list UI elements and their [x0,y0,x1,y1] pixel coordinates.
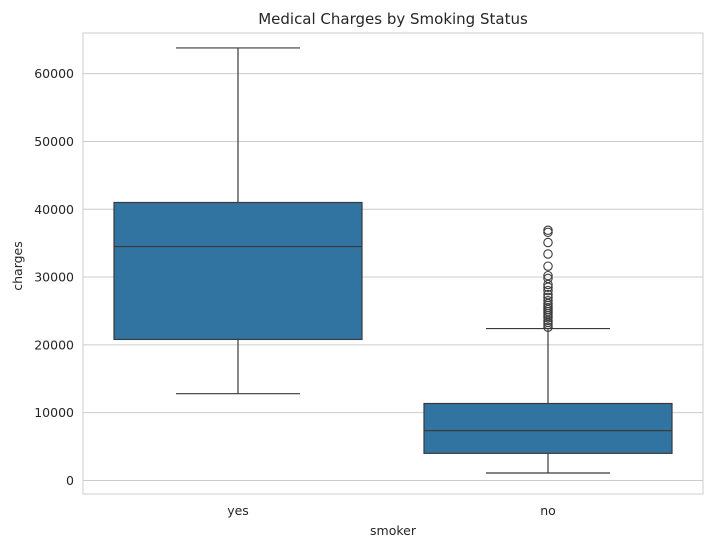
outlier-point [543,225,553,236]
y-tick-label: 50000 [34,134,74,149]
boxes-layer [113,47,673,474]
iqr-box [423,402,673,454]
outlier-point [543,237,553,248]
outlier-point [543,261,553,271]
iqr-box [113,201,363,341]
x-axis-ticks: yes no [227,503,556,518]
outlier-point [543,270,553,281]
plot-area-frame [82,32,704,495]
box-group-no [423,225,673,474]
outlier-point [543,227,553,238]
x-axis-label: smoker [370,523,417,538]
outlier-point [543,296,553,306]
outlier-point [543,249,553,259]
x-tick-label: yes [227,503,249,518]
outlier-point [543,285,553,296]
outlier-point [543,322,553,332]
outlier-point [543,289,553,300]
y-tick-label: 10000 [34,405,74,420]
y-axis-ticks: 0 10000 20000 30000 40000 50000 60000 [34,66,74,488]
box-group-yes [113,47,363,395]
y-tick-label: 60000 [34,66,74,81]
y-tick-label: 20000 [34,337,74,352]
outlier-point [543,292,553,303]
x-tick-label: no [540,503,556,518]
y-tick-label: 30000 [34,270,74,285]
chart-title: Medical Charges by Smoking Status [258,10,528,28]
y-tick-label: 40000 [34,202,74,217]
y-tick-label: 0 [66,473,74,488]
y-axis-label: charges [10,241,25,291]
outlier-point [543,273,553,284]
